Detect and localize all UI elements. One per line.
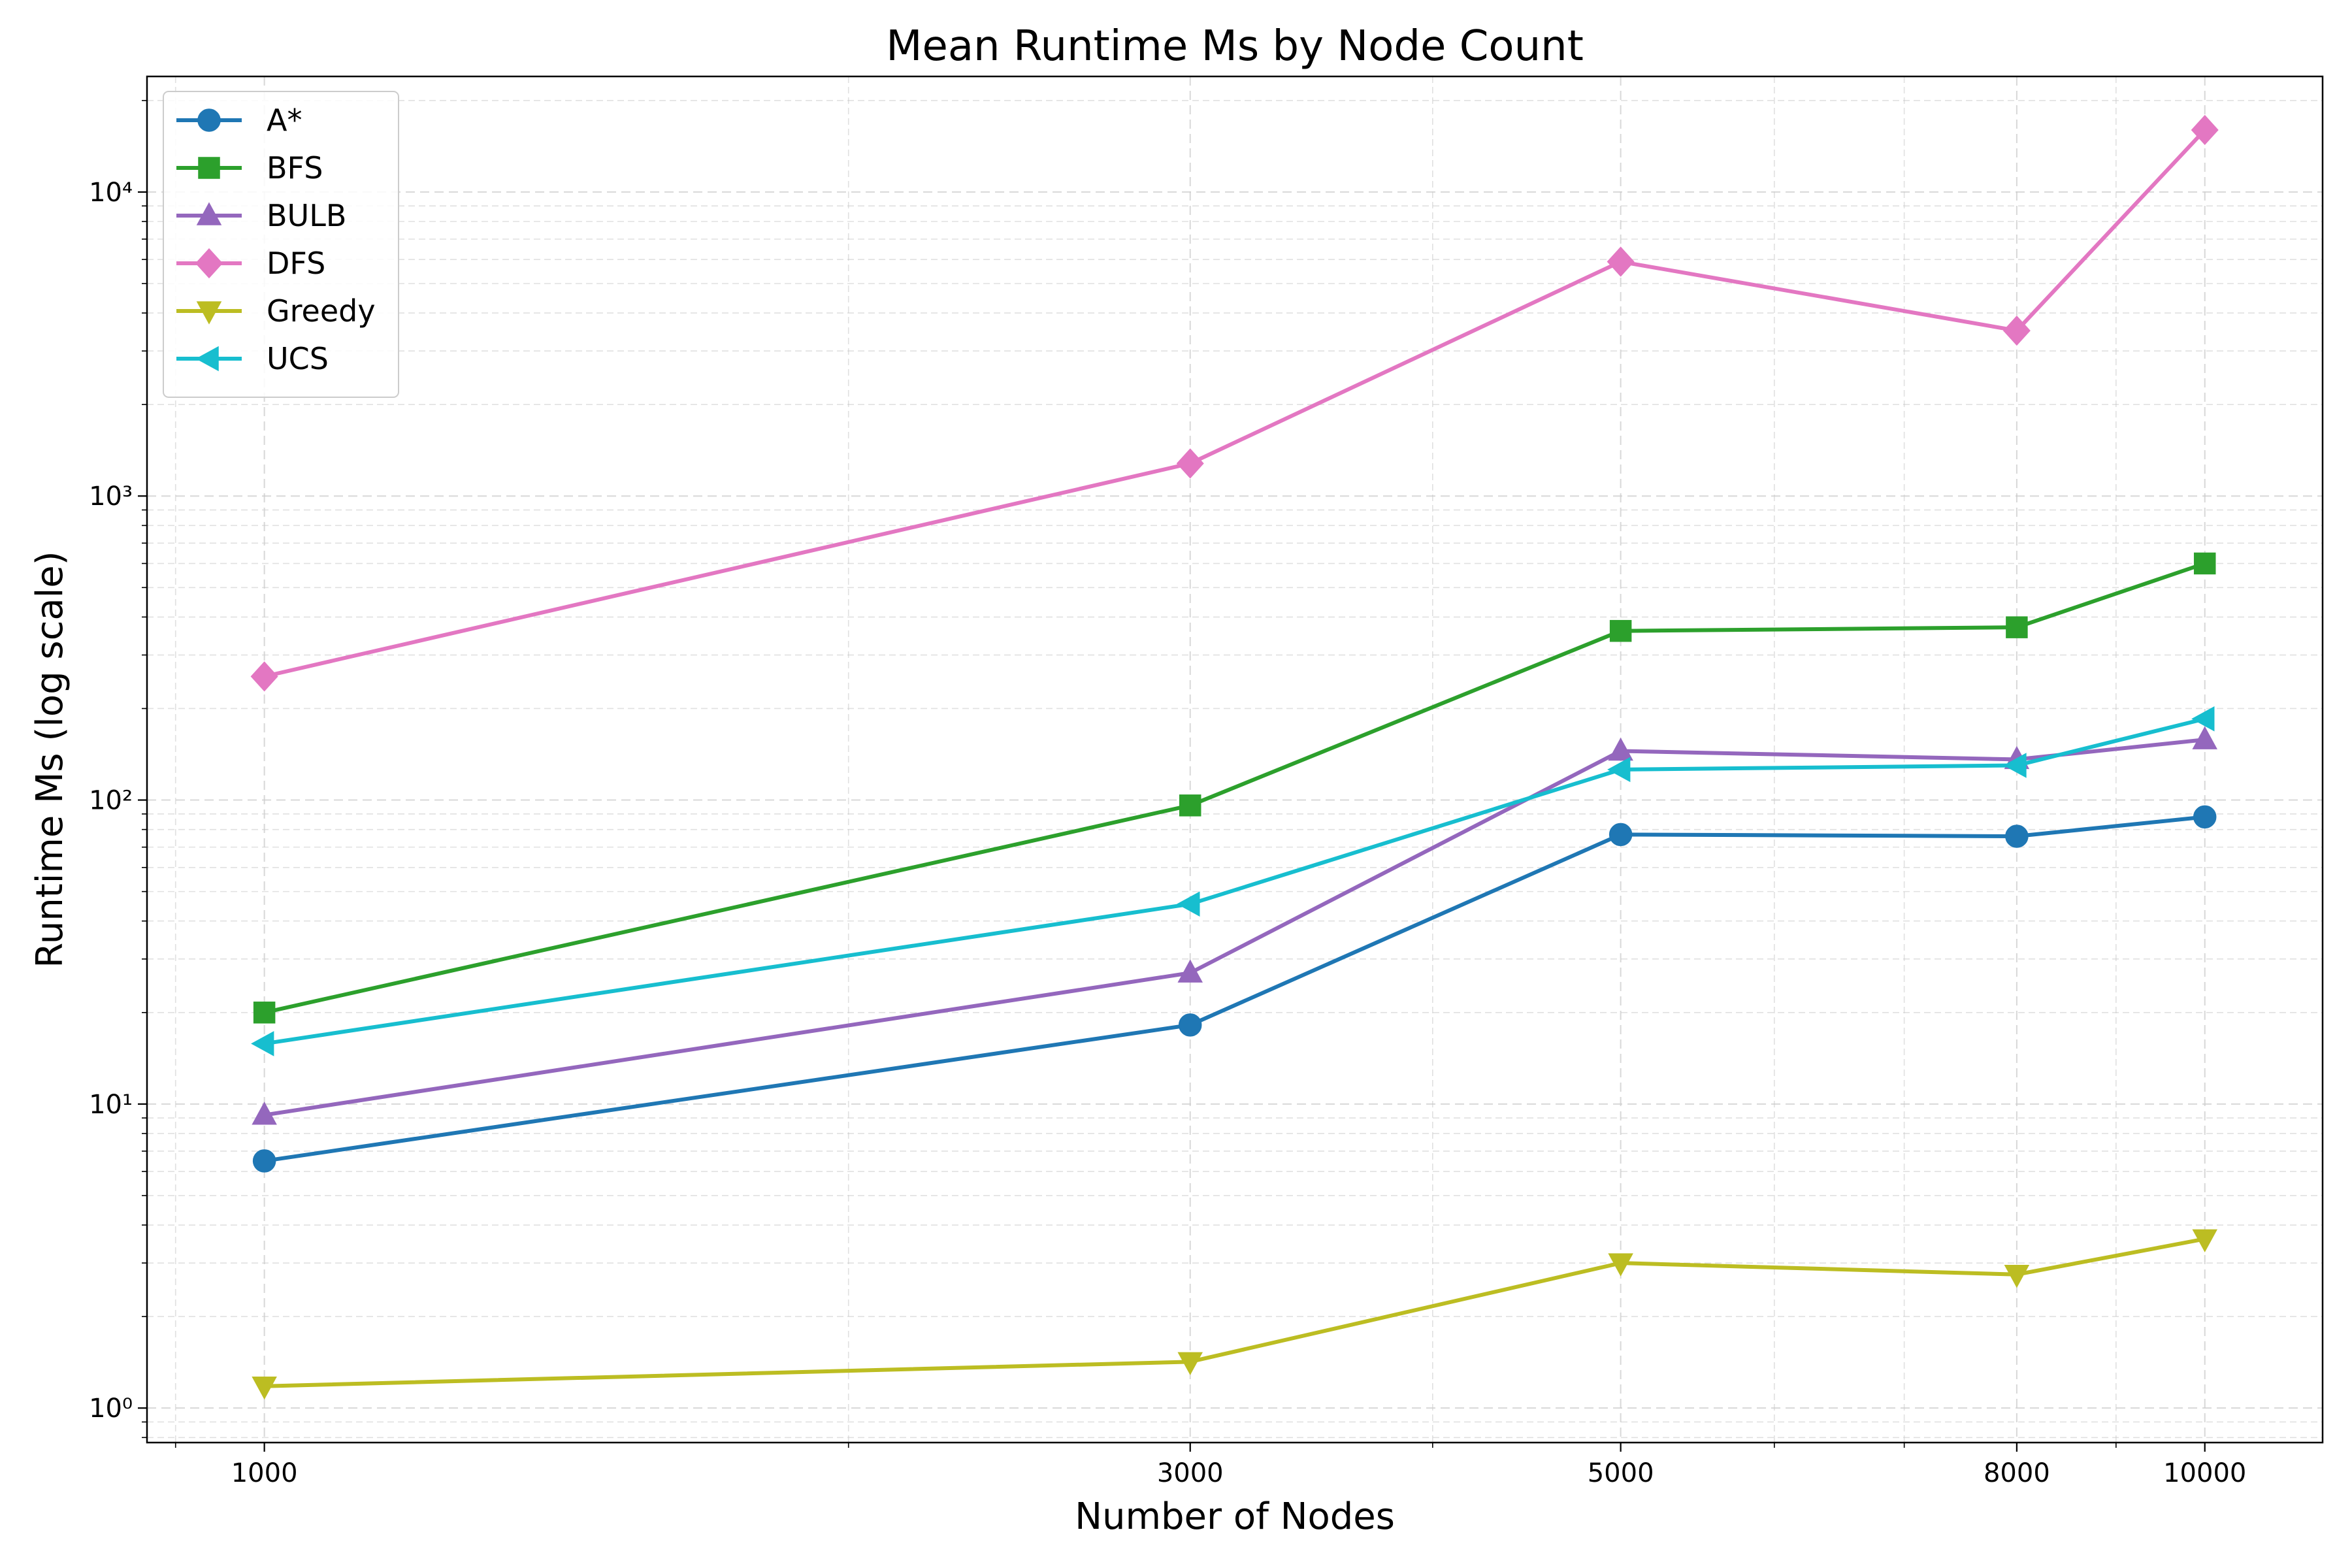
plot-frame: [146, 75, 2324, 1444]
grid-layer: [147, 76, 2323, 1443]
chart-title: Mean Runtime Ms by Node Count: [886, 22, 1584, 71]
legend: A* BFS BULB DFS Greedy UCS: [163, 91, 399, 398]
data-point: [1177, 1352, 1203, 1375]
series-greedy: [252, 1229, 2217, 1400]
data-point: [2004, 1265, 2030, 1288]
series-dfs: [250, 114, 2219, 692]
legend-marker: [195, 248, 223, 279]
y-tick-label: 10²: [89, 786, 133, 816]
data-point: [252, 1102, 277, 1125]
y-tick-label: 10³: [89, 482, 133, 512]
legend-label: BFS: [267, 150, 323, 186]
data-point: [1177, 891, 1200, 917]
data-point: [2003, 753, 2027, 778]
data-point: [1607, 246, 1635, 277]
x-tick-label: 8000: [1984, 1458, 2050, 1488]
data-point: [252, 1376, 277, 1400]
x-tick-label: 10000: [2163, 1458, 2246, 1488]
legend-label: Greedy: [267, 293, 376, 329]
data-point: [1179, 794, 1201, 817]
data-point: [2191, 706, 2215, 732]
data-point: [250, 661, 278, 692]
legend-label: DFS: [267, 246, 325, 281]
x-tick-label: 3000: [1157, 1458, 1224, 1488]
y-tick-label: 10⁰: [89, 1394, 133, 1424]
data-point: [251, 1031, 274, 1056]
legend-label: A*: [267, 103, 302, 138]
legend-item: BFS: [176, 150, 323, 186]
legend-marker: [198, 157, 220, 179]
data-point: [2191, 114, 2219, 146]
data-point: [253, 1002, 276, 1024]
data-point: [2005, 825, 2029, 848]
series-ucs: [251, 706, 2215, 1056]
legend-item: Greedy: [176, 293, 376, 329]
series-layer: [250, 114, 2219, 1400]
data-point: [1608, 737, 1633, 761]
data-point: [1176, 448, 1204, 479]
data-point: [2192, 726, 2217, 749]
legend-marker: [196, 301, 222, 325]
legend-marker: [197, 108, 221, 132]
data-point: [1609, 619, 1632, 642]
legend-marker: [195, 346, 219, 372]
legend-item: BULB: [176, 198, 346, 233]
legend-label: BULB: [267, 198, 346, 233]
series-a-: [252, 805, 2217, 1173]
data-point: [1178, 1013, 1202, 1037]
data-point: [2193, 805, 2217, 829]
data-point: [1608, 1253, 1633, 1277]
y-tick-label: 10¹: [89, 1090, 133, 1120]
y-tick-label: 10⁴: [89, 178, 133, 208]
data-point: [1609, 823, 1633, 847]
data-point: [2006, 616, 2028, 638]
legend-item: DFS: [176, 246, 325, 281]
data-point: [1607, 757, 1631, 783]
data-point: [2002, 315, 2031, 346]
series-bulb: [252, 726, 2217, 1125]
legend-item: A*: [176, 103, 302, 138]
legend-label: UCS: [267, 341, 329, 376]
legend-marker: [196, 202, 222, 225]
data-point: [252, 1149, 276, 1173]
data-point: [2192, 1229, 2217, 1252]
series-bfs: [253, 552, 2216, 1024]
x-axis-label: Number of Nodes: [1075, 1495, 1395, 1538]
data-point: [2193, 552, 2216, 575]
y-axis-label: Runtime Ms (log scale): [29, 551, 71, 968]
x-tick-label: 5000: [1588, 1458, 1654, 1488]
x-tick-label: 1000: [231, 1458, 298, 1488]
data-point: [1177, 959, 1203, 983]
legend-item: UCS: [176, 341, 329, 376]
tick-layer: 10⁰ 10¹ 10² 10³ 10⁴ 1000 3000 5000 8000 10000: [89, 100, 2246, 1488]
